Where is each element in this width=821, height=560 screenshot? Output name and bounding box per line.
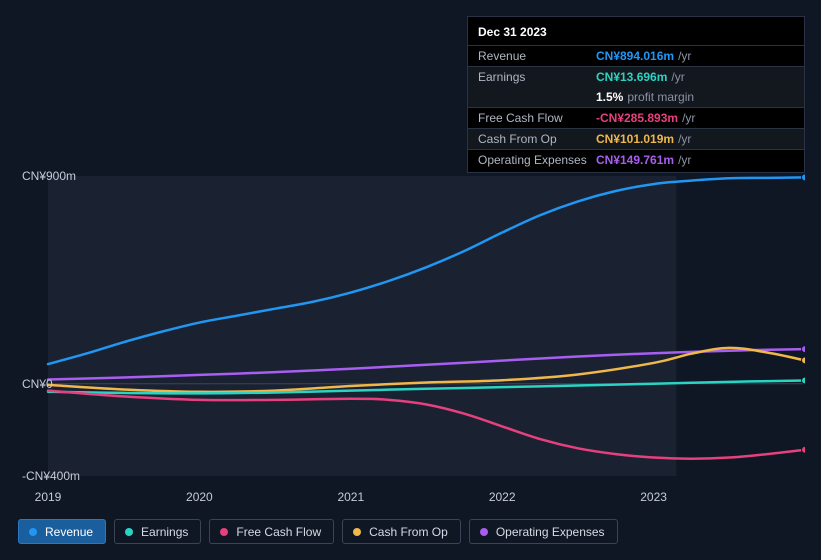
legend-toggle[interactable]: Revenue: [18, 519, 106, 544]
series-end-marker: [802, 357, 806, 364]
x-axis-tick-label: 2021: [337, 490, 364, 504]
x-axis-tick-label: 2023: [640, 490, 667, 504]
tooltip-row: Free Cash Flow-CN¥285.893m/yr: [468, 107, 804, 128]
series-end-marker: [802, 446, 806, 453]
series-end-marker: [802, 346, 806, 353]
tooltip-metric-label: [478, 89, 596, 105]
series-end-marker: [802, 377, 806, 384]
legend-label: Revenue: [45, 525, 93, 539]
legend-marker-icon: [220, 528, 228, 536]
tooltip-date: Dec 31 2023: [468, 23, 804, 45]
tooltip-metric-suffix: /yr: [671, 70, 684, 84]
legend-label: Free Cash Flow: [236, 525, 321, 539]
legend-label: Operating Expenses: [496, 525, 605, 539]
tooltip-metric-label: Free Cash Flow: [478, 110, 596, 126]
legend-label: Earnings: [141, 525, 188, 539]
tooltip-metric-label: Earnings: [478, 69, 596, 85]
tooltip-metric-value: CN¥894.016m/yr: [596, 48, 691, 64]
x-axis-tick-label: 2020: [186, 490, 213, 504]
y-axis-tick-label: -CN¥400m: [22, 469, 80, 483]
y-axis-tick-label: CN¥900m: [22, 169, 76, 183]
legend-marker-icon: [29, 528, 37, 536]
tooltip-metric-suffix: profit margin: [627, 90, 694, 104]
tooltip-metric-value: 1.5%profit margin: [596, 89, 694, 105]
tooltip-metric-suffix: /yr: [682, 111, 695, 125]
financials-line-chart: CN¥900m CN¥0 -CN¥400m 2019 2020 2021 2022 2023: [18, 158, 805, 514]
legend-toggle[interactable]: Operating Expenses: [469, 519, 618, 544]
chart-tooltip: Dec 31 2023 RevenueCN¥894.016m/yrEarning…: [467, 16, 805, 173]
tooltip-metric-value: CN¥101.019m/yr: [596, 131, 691, 147]
legend-marker-icon: [480, 528, 488, 536]
tooltip-metric-suffix: /yr: [678, 132, 691, 146]
x-axis-tick-label: 2019: [35, 490, 62, 504]
tooltip-metric-suffix: /yr: [678, 49, 691, 63]
chart-legend: Revenue Earnings Free Cash Flow Cash From O…: [18, 519, 618, 544]
tooltip-row: RevenueCN¥894.016m/yr: [468, 45, 804, 66]
series-end-marker: [802, 174, 806, 181]
legend-toggle[interactable]: Cash From Op: [342, 519, 461, 544]
legend-label: Cash From Op: [369, 525, 448, 539]
tooltip-metric-label: Cash From Op: [478, 131, 596, 147]
tooltip-metric-value: -CN¥285.893m/yr: [596, 110, 695, 126]
legend-toggle[interactable]: Free Cash Flow: [209, 519, 334, 544]
tooltip-row: 1.5%profit margin: [468, 87, 804, 107]
tooltip-metric-label: Revenue: [478, 48, 596, 64]
tooltip-metric-value: CN¥13.696m/yr: [596, 69, 685, 85]
x-axis-tick-label: 2022: [489, 490, 516, 504]
tooltip-row: EarningsCN¥13.696m/yr: [468, 66, 804, 87]
tooltip-row: Cash From OpCN¥101.019m/yr: [468, 128, 804, 149]
y-axis-tick-label: CN¥0: [22, 377, 53, 391]
legend-marker-icon: [353, 528, 361, 536]
legend-marker-icon: [125, 528, 133, 536]
legend-toggle[interactable]: Earnings: [114, 519, 201, 544]
chart-svg: [18, 158, 805, 514]
